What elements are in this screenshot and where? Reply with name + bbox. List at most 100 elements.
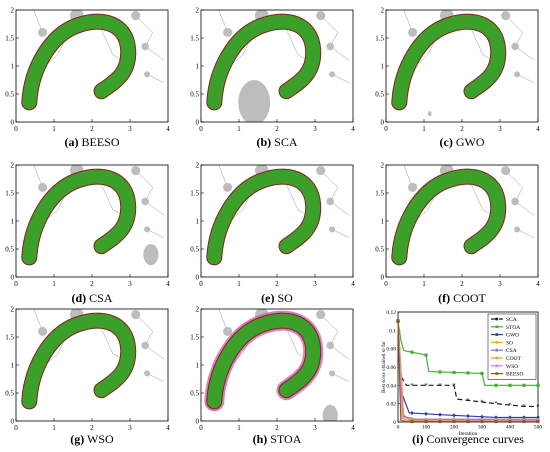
- series-point: [480, 371, 484, 376]
- y-tick-label: 1: [11, 362, 15, 370]
- link-line: [330, 201, 350, 216]
- plot-area: [204, 309, 350, 421]
- x-tick-label: 3: [313, 280, 317, 288]
- x-tick-label: 4: [166, 125, 170, 133]
- plot-area: [206, 10, 350, 122]
- y-tick-label: 2: [196, 306, 200, 314]
- series-point: [410, 419, 414, 424]
- obstacle: [38, 326, 48, 336]
- link-line: [331, 373, 350, 383]
- link-line: [403, 10, 413, 33]
- x-tick-label: 2: [460, 280, 464, 288]
- convergence-panel: 0 0.02 0.04 0.06 0.08 0.1 0.12 0 100 200 300 400 500…: [382, 310, 542, 446]
- y-tick-label: 0: [196, 418, 200, 426]
- panel-caption: (b) SCA: [256, 135, 297, 149]
- trajectory-panel-so: 0 1 2 3 400.511.52(e) SO: [190, 162, 355, 306]
- x-tick-label: 0: [14, 280, 18, 288]
- series-line: [397, 321, 538, 423]
- link-line: [218, 10, 228, 33]
- y-tick-label: 1.5: [190, 334, 199, 342]
- y-tick-label: 1.5: [375, 35, 384, 43]
- legend-marker: [495, 348, 499, 352]
- obstacle: [141, 341, 149, 350]
- panel-caption: (h) STOA: [253, 432, 302, 446]
- link-line: [218, 165, 228, 188]
- y-tick-label: 2: [381, 7, 385, 15]
- series-point: [536, 419, 540, 424]
- y-tick-label: 1.5: [5, 190, 14, 198]
- link-line: [33, 165, 43, 188]
- x-tick-label: 2: [460, 125, 464, 133]
- y-tick-label: 2: [381, 162, 385, 170]
- y-tick-label: 0.08: [386, 347, 396, 353]
- y-tick-label: 1.5: [5, 35, 14, 43]
- link-line: [330, 46, 350, 61]
- caption-tag: (b): [256, 135, 271, 149]
- y-tick-label: 0: [381, 274, 385, 282]
- obstacle: [316, 11, 326, 21]
- obstacle: [131, 166, 141, 176]
- trajectory-band: [392, 14, 506, 110]
- series-point: [424, 411, 428, 416]
- series-line: [397, 321, 538, 421]
- y-tick-label: 1: [11, 218, 15, 226]
- x-tick-label: 1: [422, 125, 426, 133]
- series-point: *: [522, 403, 526, 411]
- caption-name: Convergence curves: [423, 432, 524, 446]
- y-tick-label: 2: [196, 7, 200, 15]
- y-tick-label: 1: [381, 63, 385, 71]
- y-tick-label: 1.5: [375, 190, 384, 198]
- x-tick-label: 0: [199, 424, 203, 432]
- legend-marker: [495, 356, 499, 360]
- trajectory-panel-stoa: 0 1 2 3 400.511.52(h) STOA: [190, 306, 355, 447]
- x-tick-label: 2: [90, 125, 94, 133]
- link-line: [330, 345, 350, 360]
- link-line: [516, 229, 535, 239]
- series-point: [438, 370, 442, 374]
- series-beeso: [396, 319, 540, 424]
- y-tick-label: 2: [196, 162, 200, 170]
- series-point: [452, 419, 456, 424]
- series-point: [508, 419, 512, 424]
- x-tick-label: 1: [52, 424, 56, 432]
- panel-caption: (d) CSA: [71, 291, 112, 305]
- x-tick-label: 2: [90, 280, 94, 288]
- series-point: [438, 412, 442, 417]
- x-tick-label: 200: [450, 425, 459, 431]
- y-axis-label: Best score obtained so far: [382, 341, 387, 393]
- series-point: [480, 419, 484, 424]
- y-tick-label: 0: [11, 119, 15, 127]
- caption-tag: (d): [71, 291, 86, 305]
- series-point: [480, 414, 484, 419]
- y-tick-label: 0.5: [375, 91, 384, 99]
- series-point: [424, 419, 428, 424]
- caption-tag: (g): [70, 432, 84, 446]
- obstacle: [511, 42, 519, 51]
- y-tick-label: 0: [196, 119, 200, 127]
- y-tick-label: 0.04: [386, 383, 396, 389]
- link-line: [516, 74, 535, 84]
- trajectory-panel-gwo: 0 1 2 3 4 0 0.5 1 1.5 2 (c) GWO: [375, 7, 540, 150]
- panel-caption: (c) GWO: [440, 135, 485, 149]
- series-point: *: [466, 397, 470, 405]
- obstacle: [514, 226, 521, 233]
- trajectory-panel-beeso: 0 1 2 3 4 0 0.5 1 1.5 2 (a) BEESO: [5, 7, 170, 150]
- x-tick-label: 1: [422, 280, 426, 288]
- obstacle: [316, 310, 326, 320]
- obstacle: [144, 370, 151, 377]
- link-line: [146, 229, 165, 239]
- x-tick-label: 1: [237, 424, 241, 432]
- panel-caption: (g) WSO: [70, 432, 114, 446]
- caption-name: GWO: [453, 135, 485, 149]
- x-tick-label: 3: [313, 424, 317, 432]
- caption-tag: (f): [438, 291, 450, 305]
- link-line: [146, 373, 165, 383]
- obstacle: [408, 182, 418, 192]
- obstacle: [131, 11, 141, 21]
- series-point: [466, 414, 470, 419]
- legend-marker: [495, 325, 499, 329]
- series-point: [466, 419, 470, 424]
- legend-marker: [495, 333, 499, 336]
- link-line: [33, 309, 43, 332]
